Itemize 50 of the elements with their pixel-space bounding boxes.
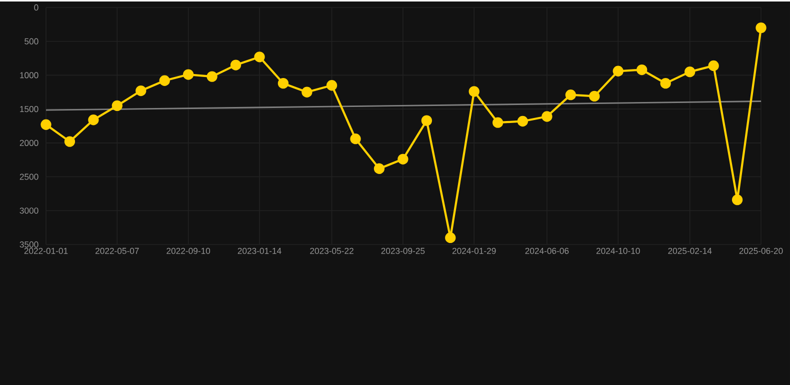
x-tick-label: 2022-01-01 <box>24 248 68 254</box>
x-tick-label: 2025-06-20 <box>739 248 783 254</box>
point <box>684 66 696 77</box>
point <box>230 59 242 70</box>
point <box>182 68 194 80</box>
point <box>492 117 504 128</box>
x-tick-label: 2023-09-25 <box>381 248 425 254</box>
y-tick-label: 0 <box>34 4 38 10</box>
point <box>88 114 99 125</box>
y-tick-label: 1000 <box>20 72 38 78</box>
point <box>374 163 385 174</box>
point <box>565 89 576 100</box>
x-tick-label: 2022-09-10 <box>166 248 210 254</box>
y-tick-label: 2000 <box>20 140 38 146</box>
x-tick-label: 2023-05-22 <box>310 248 354 254</box>
y-tick-label: 500 <box>24 38 38 44</box>
x-tick-label: 2025-02-14 <box>668 248 712 254</box>
point <box>636 64 648 75</box>
point <box>40 119 52 130</box>
point <box>732 194 743 205</box>
x-tick-label: 2024-01-29 <box>452 248 496 254</box>
point <box>350 133 361 144</box>
point <box>589 90 600 102</box>
point <box>756 22 766 33</box>
point <box>64 136 76 147</box>
point <box>468 86 480 97</box>
point <box>542 110 552 122</box>
y-tick-label: 1500 <box>20 106 38 112</box>
point <box>112 100 122 111</box>
point <box>612 66 624 76</box>
y-tick-label: 3000 <box>20 207 38 214</box>
point <box>517 116 528 126</box>
x-tick-label: 2024-10-10 <box>596 248 640 254</box>
y-tick-label: 2500 <box>20 173 38 180</box>
point <box>254 51 265 62</box>
point <box>159 75 170 86</box>
point <box>708 60 719 71</box>
x-tick-label: 2024-06-06 <box>525 248 569 254</box>
point <box>326 80 338 90</box>
point <box>421 114 432 126</box>
point <box>302 86 312 98</box>
x-tick-label: 2023-01-14 <box>238 248 282 254</box>
point <box>206 70 218 82</box>
x-tick-label: 2022-05-07 <box>96 248 139 254</box>
point <box>445 232 456 243</box>
point <box>278 78 289 88</box>
y-tick-label: 3500 <box>20 241 38 248</box>
point <box>398 154 408 164</box>
point <box>660 78 671 88</box>
point <box>136 85 146 96</box>
